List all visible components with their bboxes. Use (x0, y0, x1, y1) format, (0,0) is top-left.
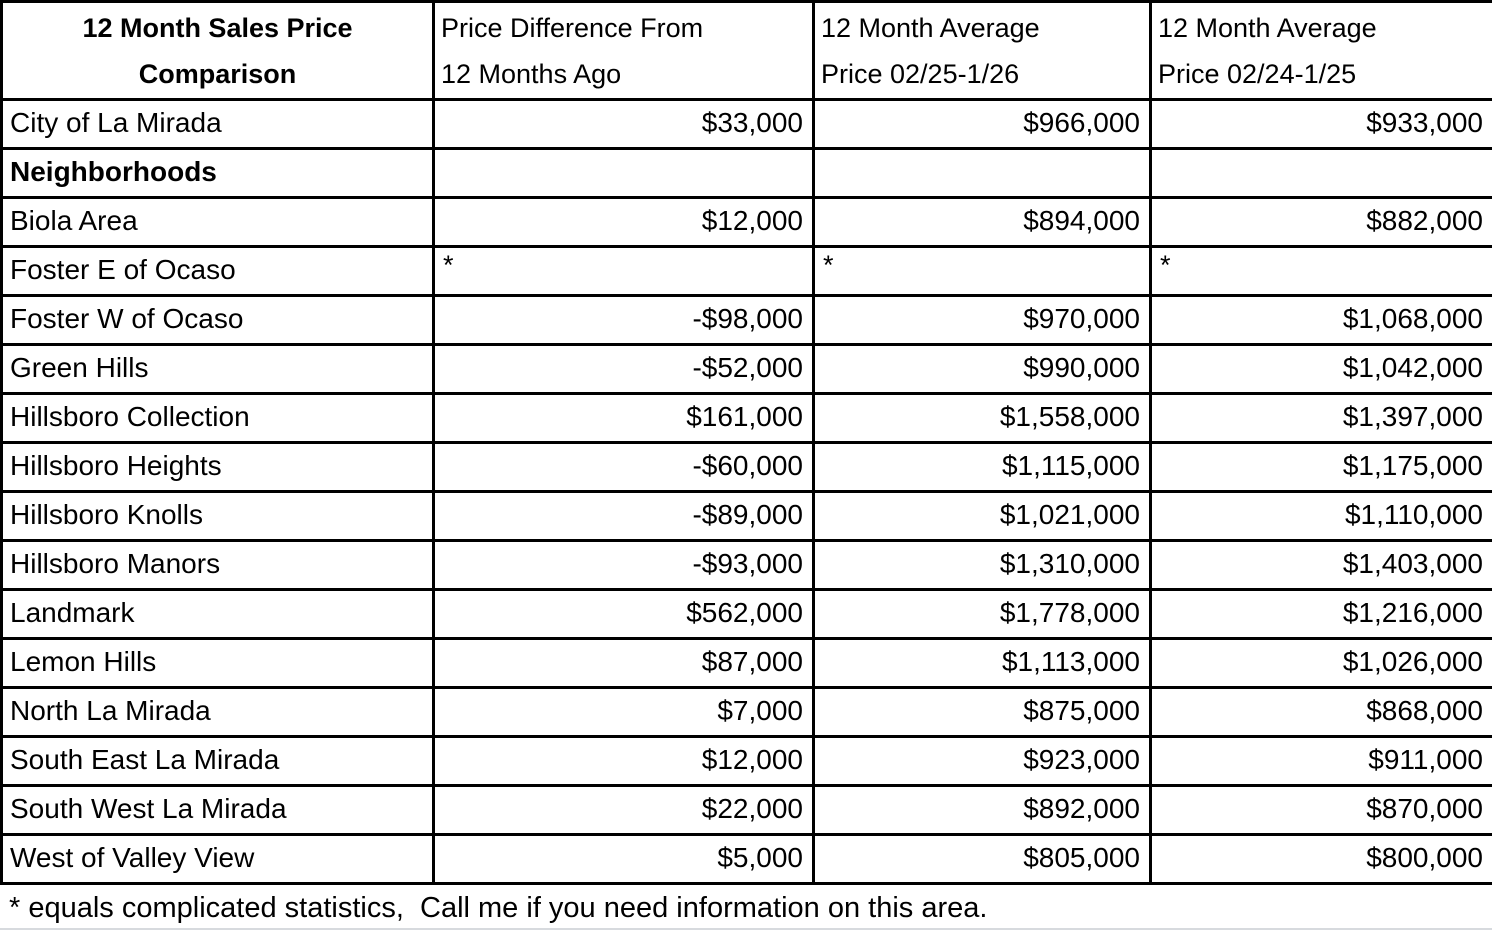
area-name-cell: Green Hills (0, 343, 435, 395)
table-row: South West La Mirada $22,000 $892,000 $8… (0, 784, 1492, 836)
avg-old-cell: $933,000 (1149, 98, 1492, 150)
avg-old-cell: $1,026,000 (1149, 637, 1492, 689)
header-avg-price-prior: 12 Month Average Price 02/24-1/25 (1149, 0, 1492, 101)
price-diff-cell: -$60,000 (432, 441, 815, 493)
table-title-line2: Comparison (138, 58, 297, 89)
avg-old-cell (1149, 147, 1492, 199)
avg-old-cell: $870,000 (1149, 784, 1492, 836)
avg-new-cell (812, 147, 1152, 199)
area-name-cell: Hillsboro Knolls (0, 490, 435, 542)
price-diff-cell: $12,000 (432, 735, 815, 787)
table-row: South East La Mirada $12,000 $923,000 $9… (0, 735, 1492, 787)
table-header: 12 Month Sales Price Comparison Price Di… (0, 0, 1492, 101)
asterisk-footnote: * equals complicated statistics, Call me… (9, 892, 988, 924)
table-row-section-header: Neighborhoods (0, 147, 1492, 199)
price-diff-cell: $87,000 (432, 637, 815, 689)
area-name-cell: Neighborhoods (0, 147, 435, 199)
table-row: Landmark $562,000 $1,778,000 $1,216,000 (0, 588, 1492, 640)
avg-new-cell: * (812, 245, 1152, 297)
price-diff-cell: -$52,000 (432, 343, 815, 395)
area-name-cell: Foster E of Ocaso (0, 245, 435, 297)
table-row: Foster E of Ocaso * * * (0, 245, 1492, 297)
avg-new-cell: $1,558,000 (812, 392, 1152, 444)
area-name-cell: South East La Mirada (0, 735, 435, 787)
table-row: Biola Area $12,000 $894,000 $882,000 (0, 196, 1492, 248)
avg-new-cell: $892,000 (812, 784, 1152, 836)
area-name-cell: Lemon Hills (0, 637, 435, 689)
avg-old-cell: $911,000 (1149, 735, 1492, 787)
area-name-cell: Hillsboro Collection (0, 392, 435, 444)
price-diff-cell: -$89,000 (432, 490, 815, 542)
avg-old-cell: $1,216,000 (1149, 588, 1492, 640)
table-title-line1: 12 Month Sales Price (82, 12, 353, 43)
table-body: City of La Mirada $33,000 $966,000 $933,… (0, 98, 1492, 885)
table-row: West of Valley View $5,000 $805,000 $800… (0, 833, 1492, 885)
avg-new-cell: $875,000 (812, 686, 1152, 738)
price-diff-cell (432, 147, 815, 199)
area-name-cell: South West La Mirada (0, 784, 435, 836)
avg-new-cell: $1,778,000 (812, 588, 1152, 640)
avg-old-cell: $1,068,000 (1149, 294, 1492, 346)
price-diff-cell: $5,000 (432, 833, 815, 885)
header-avg-price-current: 12 Month Average Price 02/25-1/26 (812, 0, 1152, 101)
price-diff-cell: $33,000 (432, 98, 815, 150)
area-name-cell: Hillsboro Manors (0, 539, 435, 591)
price-diff-cell: $7,000 (432, 686, 815, 738)
price-diff-cell: $562,000 (432, 588, 815, 640)
header-row: 12 Month Sales Price Comparison Price Di… (0, 0, 1492, 101)
avg-old-cell: * (1149, 245, 1492, 297)
avg-new-cell: $970,000 (812, 294, 1152, 346)
area-name-cell: City of La Mirada (0, 98, 435, 150)
sales-price-comparison-table: 12 Month Sales Price Comparison Price Di… (0, 0, 1492, 885)
avg-old-cell: $882,000 (1149, 196, 1492, 248)
table-row: City of La Mirada $33,000 $966,000 $933,… (0, 98, 1492, 150)
avg-old-cell: $1,110,000 (1149, 490, 1492, 542)
avg-new-cell: $1,310,000 (812, 539, 1152, 591)
price-diff-cell: $161,000 (432, 392, 815, 444)
avg-old-cell: $1,397,000 (1149, 392, 1492, 444)
table-row: North La Mirada $7,000 $875,000 $868,000 (0, 686, 1492, 738)
table-row: Green Hills -$52,000 $990,000 $1,042,000 (0, 343, 1492, 395)
avg-old-cell: $1,175,000 (1149, 441, 1492, 493)
price-diff-cell: * (432, 245, 815, 297)
avg-new-cell: $1,113,000 (812, 637, 1152, 689)
avg-new-cell: $805,000 (812, 833, 1152, 885)
area-name-cell: Foster W of Ocaso (0, 294, 435, 346)
area-name-cell: Biola Area (0, 196, 435, 248)
table-row: Hillsboro Heights -$60,000 $1,115,000 $1… (0, 441, 1492, 493)
area-name-cell: Landmark (0, 588, 435, 640)
avg-new-cell: $894,000 (812, 196, 1152, 248)
avg-new-cell: $1,115,000 (812, 441, 1152, 493)
table-row: Lemon Hills $87,000 $1,113,000 $1,026,00… (0, 637, 1492, 689)
table-row: Hillsboro Collection $161,000 $1,558,000… (0, 392, 1492, 444)
table-row: Foster W of Ocaso -$98,000 $970,000 $1,0… (0, 294, 1492, 346)
price-diff-cell: $22,000 (432, 784, 815, 836)
header-price-difference: Price Difference From 12 Months Ago (432, 0, 815, 101)
area-name-cell: West of Valley View (0, 833, 435, 885)
avg-old-cell: $800,000 (1149, 833, 1492, 885)
avg-old-cell: $868,000 (1149, 686, 1492, 738)
avg-new-cell: $990,000 (812, 343, 1152, 395)
avg-new-cell: $1,021,000 (812, 490, 1152, 542)
price-diff-cell: -$98,000 (432, 294, 815, 346)
price-diff-cell: $12,000 (432, 196, 815, 248)
avg-new-cell: $923,000 (812, 735, 1152, 787)
table-row: Hillsboro Manors -$93,000 $1,310,000 $1,… (0, 539, 1492, 591)
avg-old-cell: $1,403,000 (1149, 539, 1492, 591)
avg-new-cell: $966,000 (812, 98, 1152, 150)
price-diff-cell: -$93,000 (432, 539, 815, 591)
area-name-cell: North La Mirada (0, 686, 435, 738)
table-row: Hillsboro Knolls -$89,000 $1,021,000 $1,… (0, 490, 1492, 542)
avg-old-cell: $1,042,000 (1149, 343, 1492, 395)
header-title-cell: 12 Month Sales Price Comparison (0, 0, 435, 101)
area-name-cell: Hillsboro Heights (0, 441, 435, 493)
